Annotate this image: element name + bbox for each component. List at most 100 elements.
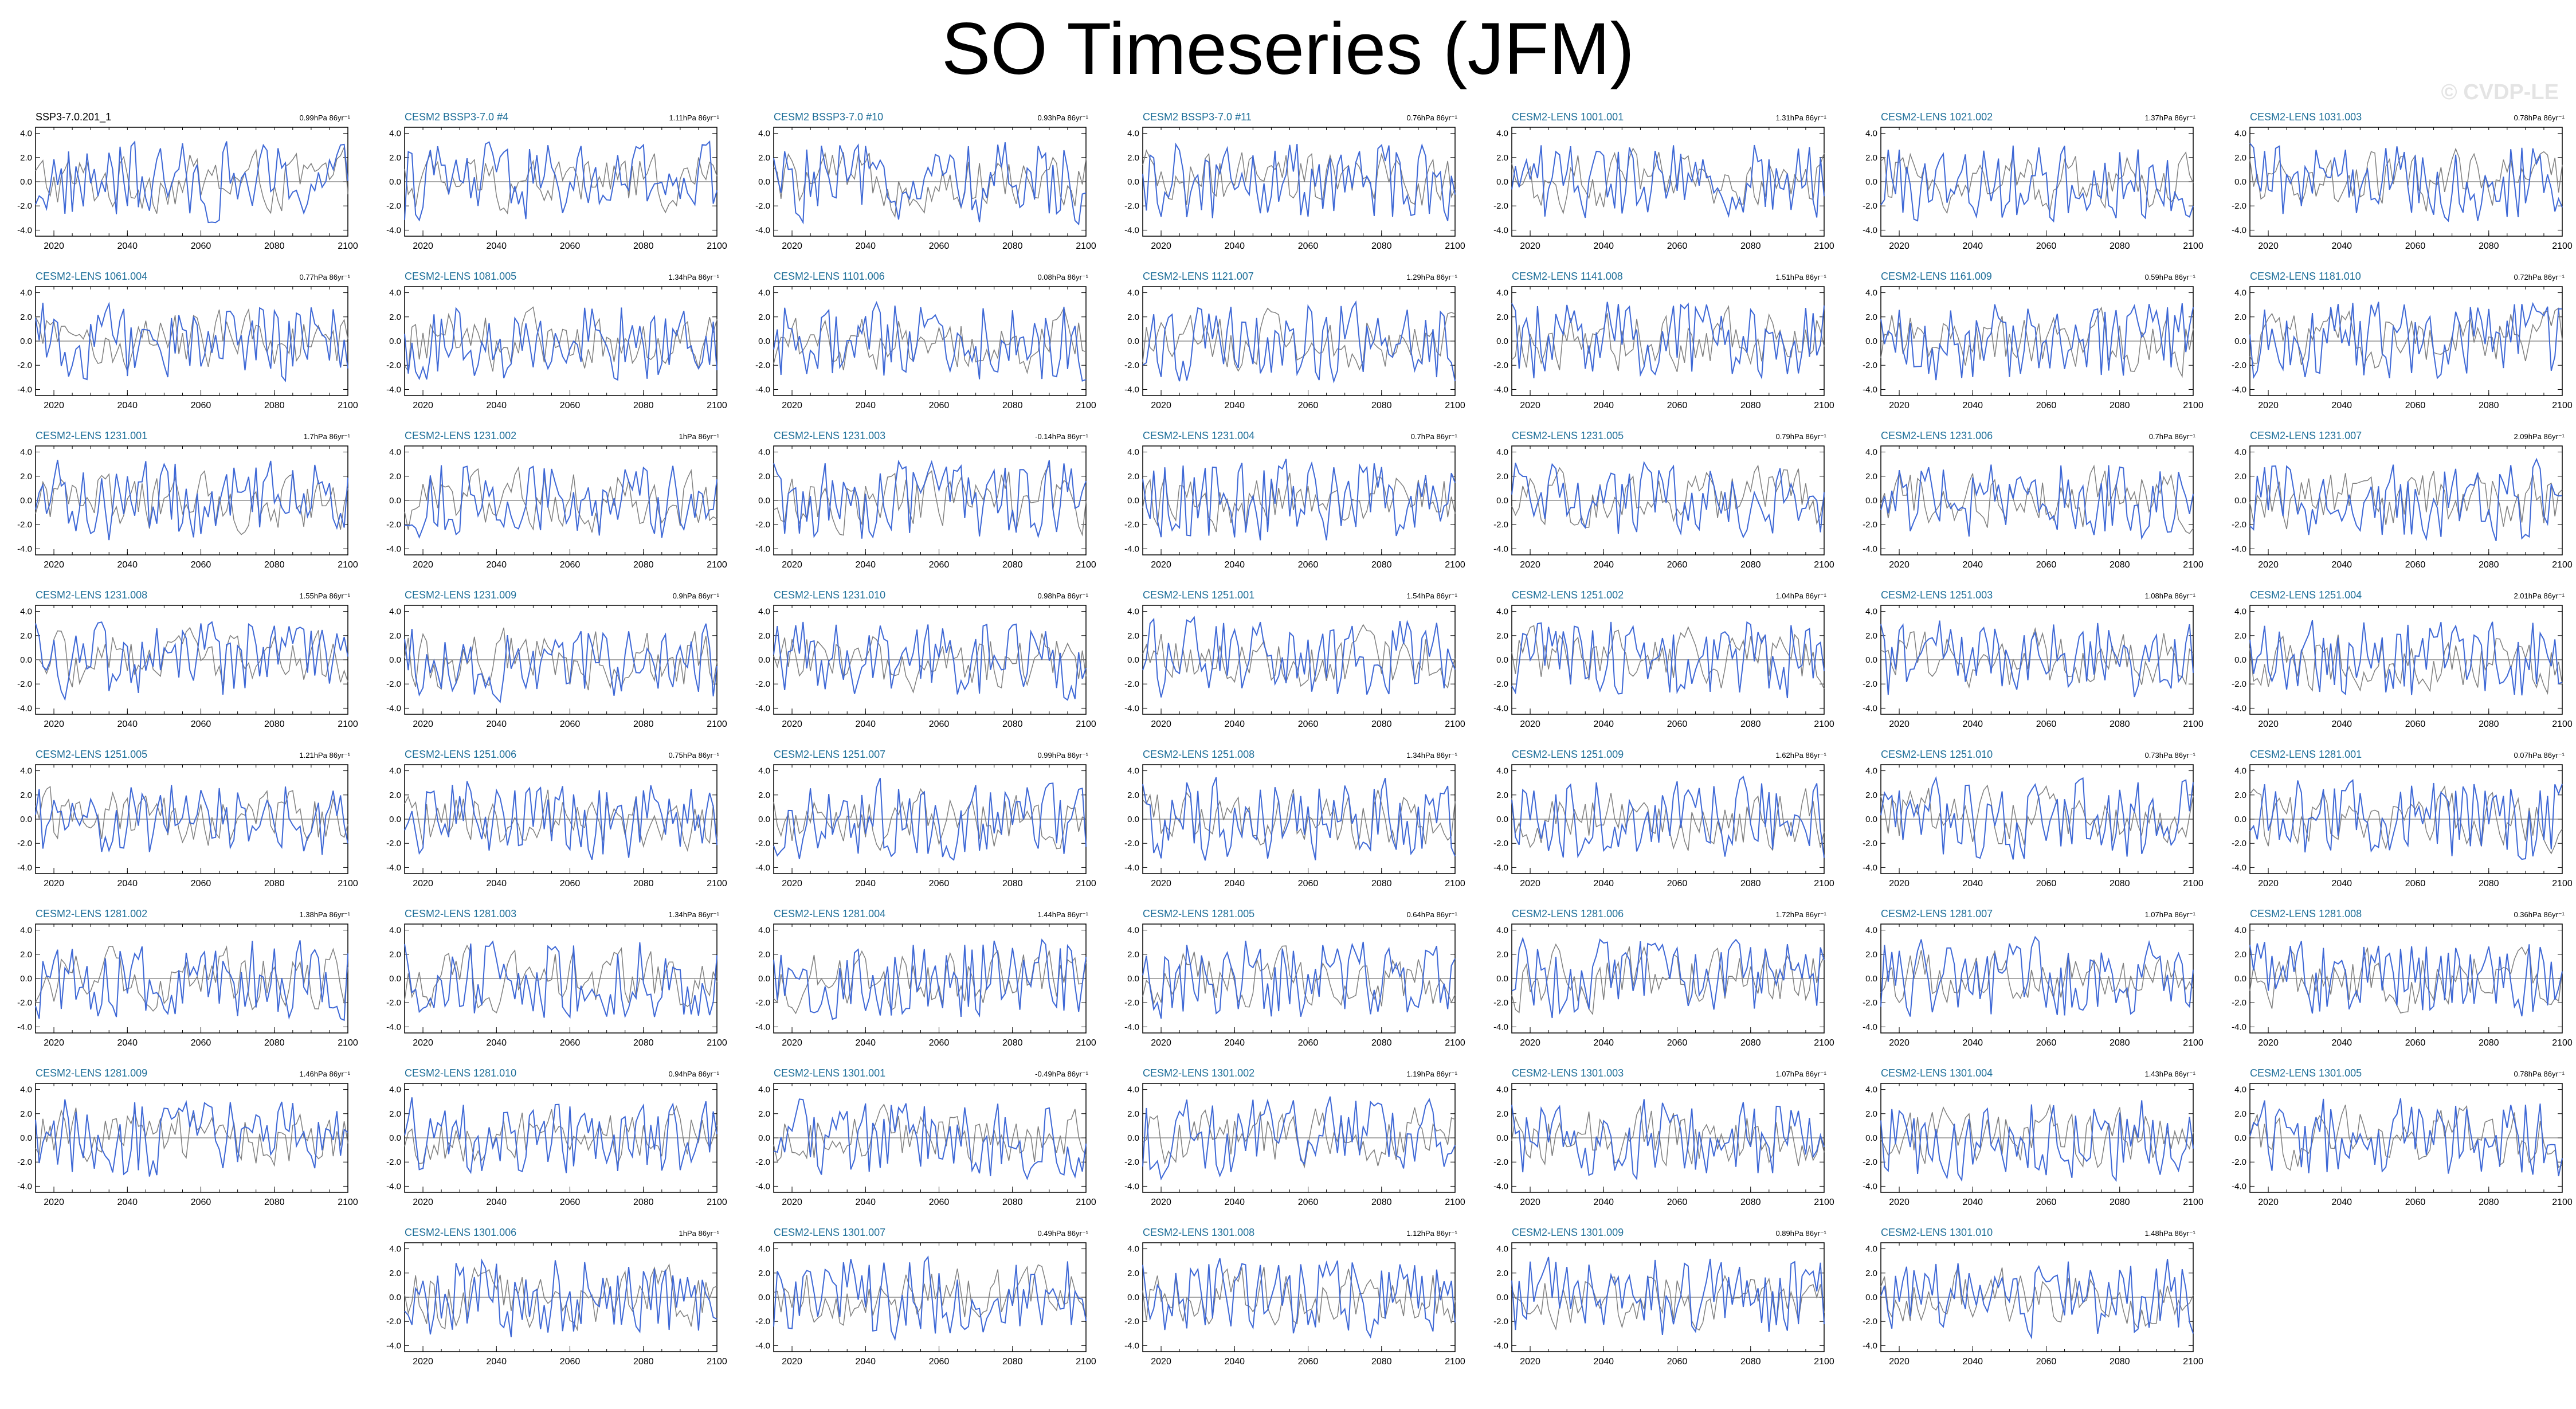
series-line-blue xyxy=(1142,1096,1456,1181)
panel-plot: 4.0 2.0 0.0 -2.0 -4.0 2020 2040 2060 2080 2100 xyxy=(1124,1083,1465,1207)
x-tick-label: 2040 xyxy=(1224,879,1245,889)
timeseries-panel: CESM2 BSSP3-7.0 #4 1.11hPa 86yr⁻¹ 4.0 2.0 0.… xyxy=(370,111,728,259)
y-tick-label: 2.0 xyxy=(1496,950,1508,960)
y-tick-label: -2.0 xyxy=(386,679,401,689)
x-tick-label: 2040 xyxy=(1962,560,1983,570)
y-tick-label: -4.0 xyxy=(386,544,401,554)
timeseries-panel: CESM2-LENS 1231.001 1.7hPa 86yr⁻¹ 4.0 2.0 0.… xyxy=(1,430,359,578)
panel-label: CESM2-LENS 1281.010 xyxy=(405,1067,517,1079)
timeseries-panel: CESM2-LENS 1281.006 1.72hPa 86yr⁻¹ 4.0 2.0 0… xyxy=(1477,908,1836,1056)
y-tick-label: 2.0 xyxy=(1865,950,1877,960)
series-line-grey xyxy=(773,306,1087,374)
y-tick-label: 4.0 xyxy=(389,129,401,139)
x-tick-label: 2100 xyxy=(1445,1038,1465,1048)
x-tick-label: 2100 xyxy=(2552,879,2573,889)
x-tick-label: 2060 xyxy=(1298,401,1319,410)
y-tick-label: -2.0 xyxy=(1124,361,1139,370)
x-tick-label: 2080 xyxy=(633,879,654,889)
y-tick-label: 4.0 xyxy=(1496,1244,1508,1254)
x-tick-label: 2020 xyxy=(2258,560,2279,570)
y-tick-label: -4.0 xyxy=(1124,863,1139,872)
series-line-blue xyxy=(35,940,348,1021)
y-tick-label: 4.0 xyxy=(758,766,770,776)
x-tick-label: 2040 xyxy=(486,879,507,889)
x-tick-label: 2060 xyxy=(2405,1038,2426,1048)
panel-label: CESM2-LENS 1231.004 xyxy=(1143,430,1255,441)
y-tick-label: 0.0 xyxy=(20,496,32,506)
y-tick-label: -4.0 xyxy=(1493,863,1508,872)
timeseries-panel: CESM2-LENS 1251.009 1.62hPa 86yr⁻¹ 4.0 2.0 0… xyxy=(1477,749,1836,897)
x-tick-label: 2060 xyxy=(560,241,581,251)
timeseries-panel: CESM2-LENS 1231.003 -0.14hPa 86yr⁻¹ 4.0 2.0… xyxy=(739,430,1097,578)
y-tick-label: 4.0 xyxy=(20,288,32,298)
y-tick-label: 4.0 xyxy=(1127,1085,1139,1095)
x-tick-label: 2060 xyxy=(191,560,211,570)
x-tick-label: 2060 xyxy=(1667,560,1688,570)
y-tick-label: -2.0 xyxy=(17,201,32,211)
x-tick-label: 2100 xyxy=(1076,1038,1096,1048)
y-tick-label: -2.0 xyxy=(755,520,770,530)
y-tick-label: 4.0 xyxy=(1127,926,1139,936)
y-tick-label: 4.0 xyxy=(1865,288,1877,298)
y-tick-label: -2.0 xyxy=(1863,520,1877,530)
y-tick-label: -4.0 xyxy=(1863,385,1877,394)
y-tick-label: 0.0 xyxy=(20,655,32,665)
x-tick-label: 2100 xyxy=(338,879,358,889)
x-tick-label: 2100 xyxy=(2183,560,2203,570)
series-line-blue xyxy=(2249,143,2563,222)
panel-trend: 0.93hPa 86yr⁻¹ xyxy=(1037,113,1088,122)
y-tick-label: -2.0 xyxy=(1863,201,1877,211)
panel-trend: 1.62hPa 86yr⁻¹ xyxy=(1775,751,1826,760)
series-line-blue xyxy=(1880,303,2194,381)
panel-trend: 1.55hPa 86yr⁻¹ xyxy=(299,592,350,600)
y-tick-label: 4.0 xyxy=(1496,1085,1508,1095)
series-line-blue xyxy=(1880,936,2194,1017)
series-line-blue xyxy=(773,621,1087,701)
x-tick-label: 2040 xyxy=(1962,1197,1983,1207)
x-tick-label: 2080 xyxy=(2110,401,2130,410)
panel-trend: 0.76hPa 86yr⁻¹ xyxy=(1406,113,1457,122)
y-tick-label: 2.0 xyxy=(1127,153,1139,163)
x-tick-label: 2080 xyxy=(633,719,654,729)
series-line-grey xyxy=(773,633,1087,694)
y-tick-label: 4.0 xyxy=(758,1244,770,1254)
series-line-blue xyxy=(773,459,1087,539)
x-tick-label: 2100 xyxy=(2552,401,2573,410)
y-tick-label: 0.0 xyxy=(1865,496,1877,506)
series-line-grey xyxy=(773,788,1087,852)
x-tick-label: 2080 xyxy=(1371,879,1392,889)
y-tick-label: 2.0 xyxy=(1496,1269,1508,1278)
panel-trend: 0.79hPa 86yr⁻¹ xyxy=(1775,432,1826,441)
x-tick-label: 2040 xyxy=(117,1197,138,1207)
y-tick-label: -2.0 xyxy=(386,839,401,848)
panel-label: CESM2-LENS 1251.006 xyxy=(405,749,517,760)
y-tick-label: 0.0 xyxy=(1127,1293,1139,1302)
panel-trend: 0.07hPa 86yr⁻¹ xyxy=(2514,751,2565,760)
x-tick-label: 2100 xyxy=(1076,1197,1096,1207)
panel-label: CESM2-LENS 1231.002 xyxy=(405,430,517,441)
series-line-blue xyxy=(2249,941,2563,1017)
y-tick-label: 0.0 xyxy=(1127,655,1139,665)
panel-plot: 4.0 2.0 0.0 -2.0 -4.0 2020 2040 2060 2080 2100 xyxy=(2232,445,2573,570)
x-tick-label: 2020 xyxy=(413,1038,433,1048)
panel-plot: 4.0 2.0 0.0 -2.0 -4.0 2020 2040 2060 2080 2100 xyxy=(386,445,727,570)
series-line-blue xyxy=(1880,145,2194,223)
panel-plot: 4.0 2.0 0.0 -2.0 -4.0 2020 2040 2060 2080 2100 xyxy=(1493,1083,1834,1207)
x-tick-label: 2060 xyxy=(1298,560,1319,570)
timeseries-panel: CESM2-LENS 1251.007 0.99hPa 86yr⁻¹ 4.0 2.0 0… xyxy=(739,749,1097,897)
y-tick-label: -4.0 xyxy=(2232,863,2246,872)
panel-plot: 4.0 2.0 0.0 -2.0 -4.0 2020 2040 2060 2080 2100 xyxy=(17,286,358,410)
panel-label: CESM2-LENS 1281.004 xyxy=(774,908,886,919)
y-tick-label: -2.0 xyxy=(1863,998,1877,1008)
y-tick-label: 4.0 xyxy=(389,448,401,457)
y-tick-label: -4.0 xyxy=(755,703,770,713)
panel-plot: 4.0 2.0 0.0 -2.0 -4.0 2020 2040 2060 2080 2100 xyxy=(2232,923,2573,1048)
series-line-grey xyxy=(404,306,717,373)
x-tick-label: 2080 xyxy=(264,1038,285,1048)
x-tick-label: 2080 xyxy=(1371,241,1392,251)
panel-plot: 4.0 2.0 0.0 -2.0 -4.0 2020 2040 2060 2080 2100 xyxy=(755,605,1096,729)
x-tick-label: 2060 xyxy=(2036,879,2057,889)
timeseries-panel: CESM2-LENS 1061.004 0.77hPa 86yr⁻¹ 4.0 2.0 0… xyxy=(1,271,359,418)
series-line-blue xyxy=(2249,302,2562,379)
panel-plot: 4.0 2.0 0.0 -2.0 -4.0 2020 2040 2060 2080 2100 xyxy=(1863,286,2203,410)
